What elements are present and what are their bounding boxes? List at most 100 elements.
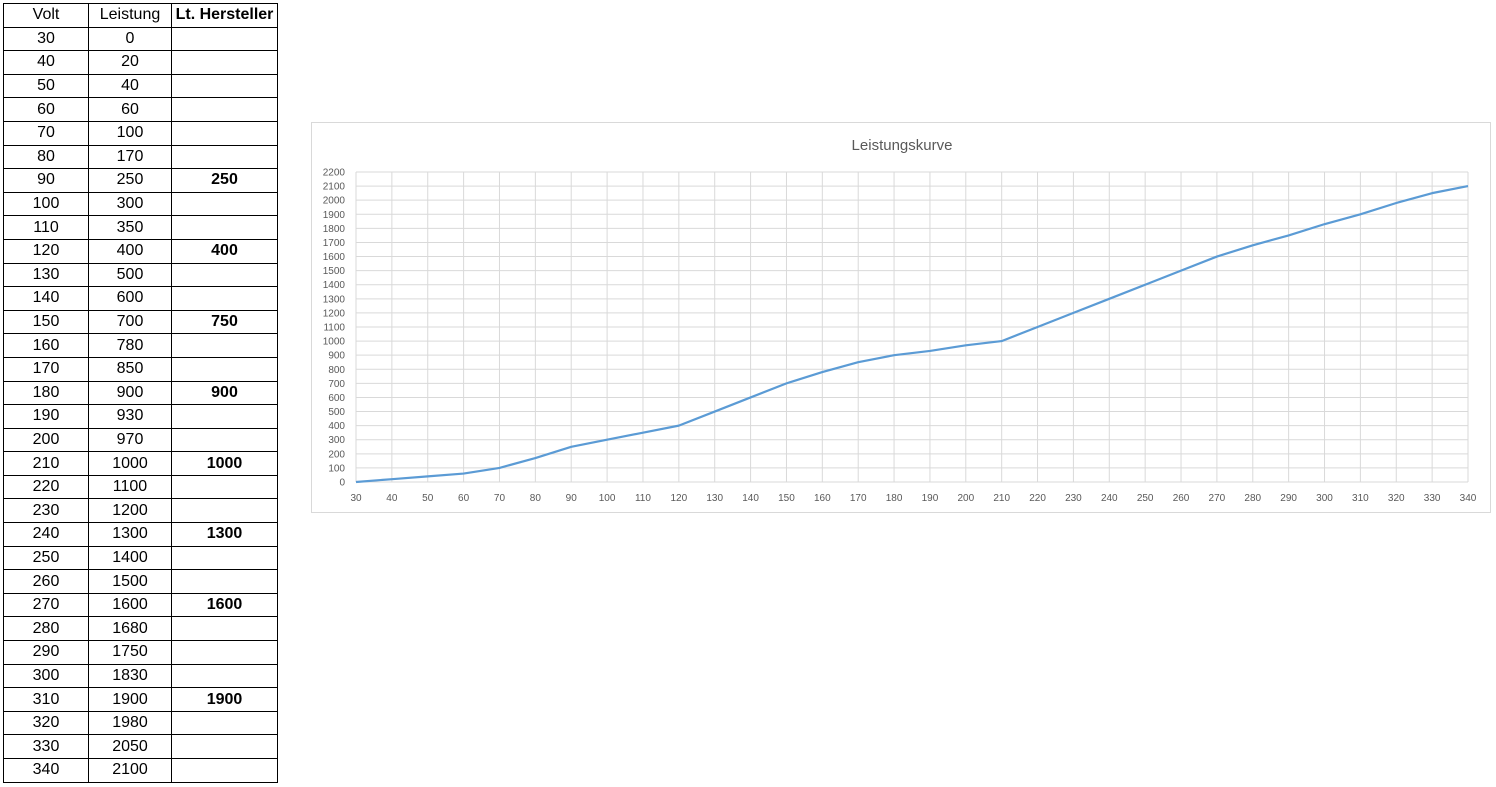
table-cell[interactable]: 1400: [88, 545, 172, 571]
table-cell[interactable]: [171, 215, 278, 240]
table-cell[interactable]: 100: [88, 120, 172, 146]
table-cell[interactable]: 160: [3, 333, 89, 358]
table-cell[interactable]: [171, 97, 278, 122]
table-cell[interactable]: 170: [88, 144, 172, 170]
table-cell[interactable]: 330: [3, 734, 89, 759]
table-cell[interactable]: 130: [3, 262, 89, 288]
table-cell[interactable]: 290: [3, 640, 89, 665]
table-cell[interactable]: 320: [3, 710, 89, 736]
table-cell[interactable]: 300: [88, 191, 172, 217]
table-cell[interactable]: 1600: [88, 592, 172, 618]
table-cell[interactable]: 170: [3, 356, 89, 382]
table-cell[interactable]: 220: [3, 474, 89, 500]
table-cell[interactable]: [171, 262, 278, 288]
table-cell[interactable]: 1830: [88, 663, 172, 689]
table-cell[interactable]: 210: [3, 451, 89, 476]
table-cell[interactable]: 1200: [88, 498, 172, 524]
table-cell[interactable]: 50: [3, 73, 89, 99]
table-cell[interactable]: 270: [3, 592, 89, 618]
x-tick-label: 240: [1101, 493, 1118, 504]
table-cell[interactable]: 1900: [88, 687, 172, 712]
table-cell[interactable]: 700: [88, 309, 172, 335]
table-cell[interactable]: 250: [3, 545, 89, 571]
table-cell[interactable]: 600: [88, 286, 172, 311]
table-cell[interactable]: 110: [3, 215, 89, 240]
table-cell[interactable]: 20: [88, 50, 172, 75]
table-cell[interactable]: [171, 758, 278, 783]
table-cell[interactable]: [171, 50, 278, 75]
table-cell[interactable]: 1980: [88, 710, 172, 736]
table-cell[interactable]: 70: [3, 120, 89, 146]
table-cell[interactable]: 250: [88, 168, 172, 193]
table-cell[interactable]: 1300: [88, 522, 172, 547]
table-cell[interactable]: 1900: [171, 687, 278, 712]
table-cell[interactable]: [171, 356, 278, 382]
table-cell[interactable]: 0: [88, 26, 172, 52]
table-cell[interactable]: 340: [3, 758, 89, 783]
table-cell[interactable]: 400: [171, 238, 278, 264]
table-cell[interactable]: 780: [88, 333, 172, 358]
table-cell[interactable]: 200: [3, 427, 89, 453]
table-cell[interactable]: 1600: [171, 592, 278, 618]
table-cell[interactable]: 1750: [88, 640, 172, 665]
table-cell[interactable]: [171, 191, 278, 217]
table-cell[interactable]: 60: [3, 97, 89, 122]
table-cell[interactable]: 90: [3, 168, 89, 193]
table-cell[interactable]: 1300: [171, 522, 278, 547]
table-cell[interactable]: [171, 710, 278, 736]
table-cell[interactable]: [171, 404, 278, 429]
table-cell[interactable]: 250: [171, 168, 278, 193]
table-cell[interactable]: 240: [3, 522, 89, 547]
table-cell[interactable]: 500: [88, 262, 172, 288]
table-cell[interactable]: 100: [3, 191, 89, 217]
table-cell[interactable]: [171, 734, 278, 759]
table-cell[interactable]: [171, 286, 278, 311]
table-cell[interactable]: 1000: [88, 451, 172, 476]
table-cell[interactable]: [171, 474, 278, 500]
table-cell[interactable]: 80: [3, 144, 89, 170]
table-cell[interactable]: 750: [171, 309, 278, 335]
table-cell[interactable]: 2100: [88, 758, 172, 783]
table-cell[interactable]: 230: [3, 498, 89, 524]
table-cell[interactable]: 970: [88, 427, 172, 453]
chart-svg: Leistungskurve 0 100 200 300 400 500 600 700 800…: [323, 137, 1477, 504]
table-cell[interactable]: [171, 569, 278, 594]
table-cell[interactable]: 280: [3, 616, 89, 642]
table-cell[interactable]: 40: [88, 73, 172, 99]
table-cell[interactable]: [171, 640, 278, 665]
table-cell[interactable]: 900: [171, 380, 278, 406]
table-cell[interactable]: 350: [88, 215, 172, 240]
table-cell[interactable]: 40: [3, 50, 89, 75]
table-cell[interactable]: 190: [3, 404, 89, 429]
table-cell[interactable]: 300: [3, 663, 89, 689]
table-cell[interactable]: 1000: [171, 451, 278, 476]
table-cell[interactable]: [171, 427, 278, 453]
table-cell[interactable]: [171, 663, 278, 689]
table-cell[interactable]: 180: [3, 380, 89, 406]
table-cell[interactable]: 30: [3, 26, 89, 52]
table-cell[interactable]: [171, 120, 278, 146]
table-cell[interactable]: [171, 616, 278, 642]
table-cell[interactable]: 60: [88, 97, 172, 122]
table-cell[interactable]: 1100: [88, 474, 172, 500]
table-cell[interactable]: 150: [3, 309, 89, 335]
table-cell[interactable]: [171, 144, 278, 170]
table-cell[interactable]: 140: [3, 286, 89, 311]
table-cell[interactable]: [171, 333, 278, 358]
table-cell[interactable]: 400: [88, 238, 172, 264]
table-cell[interactable]: 2050: [88, 734, 172, 759]
table-cell[interactable]: [171, 498, 278, 524]
table-cell[interactable]: [171, 545, 278, 571]
table-cell[interactable]: 310: [3, 687, 89, 712]
table-cell[interactable]: 260: [3, 569, 89, 594]
table-cell[interactable]: 850: [88, 356, 172, 382]
chart-title: Leistungskurve: [852, 137, 953, 154]
table-cell[interactable]: 1500: [88, 569, 172, 594]
table-cell[interactable]: [171, 26, 278, 52]
table-cell[interactable]: 930: [88, 404, 172, 429]
table-cell[interactable]: 1680: [88, 616, 172, 642]
y-tick-label: 1100: [323, 323, 345, 334]
table-cell[interactable]: 120: [3, 238, 89, 264]
table-cell[interactable]: 900: [88, 380, 172, 406]
table-cell[interactable]: [171, 73, 278, 99]
